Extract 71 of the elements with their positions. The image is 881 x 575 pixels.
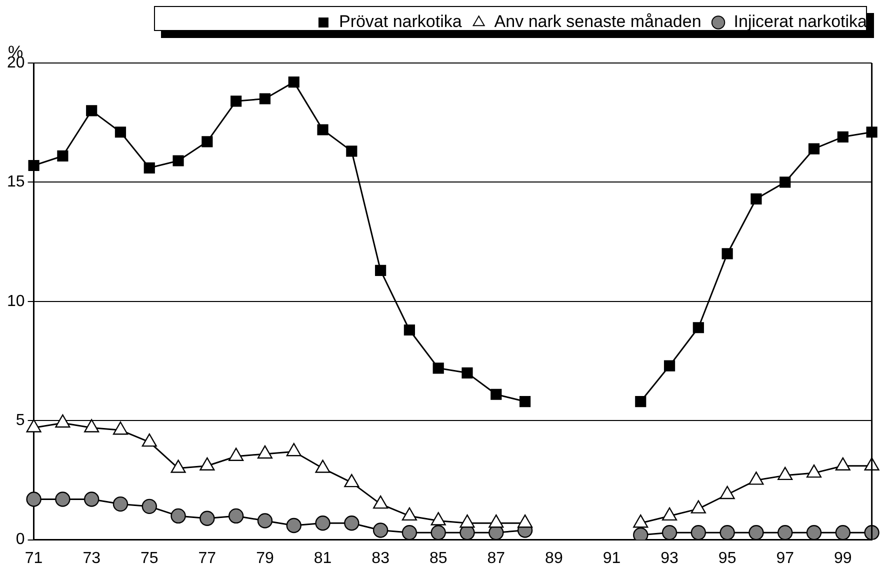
point xyxy=(170,508,186,524)
point xyxy=(750,193,762,204)
point xyxy=(519,396,531,408)
point xyxy=(315,516,330,531)
point xyxy=(662,525,678,540)
point xyxy=(346,146,358,157)
point xyxy=(780,176,791,188)
point xyxy=(86,105,98,116)
point xyxy=(257,513,273,528)
x-tick-label: 95 xyxy=(718,550,736,567)
point xyxy=(202,136,213,148)
point xyxy=(259,93,271,104)
x-tick-label: 91 xyxy=(602,550,621,567)
x-tick-label: 93 xyxy=(660,550,679,567)
point xyxy=(490,388,502,400)
x-tick-label: 83 xyxy=(372,550,390,567)
point xyxy=(664,360,676,372)
point xyxy=(286,518,302,534)
x-tick-label: 89 xyxy=(545,550,563,567)
point xyxy=(837,131,848,142)
point xyxy=(404,324,416,336)
point xyxy=(28,160,40,172)
point xyxy=(112,496,128,512)
point xyxy=(748,525,764,540)
point xyxy=(808,143,820,154)
point xyxy=(402,525,418,540)
x-tick-label: 85 xyxy=(429,550,448,567)
legend-label: Injicerat narkotika xyxy=(734,12,868,32)
x-tick-label: 99 xyxy=(834,550,852,567)
point xyxy=(172,155,184,166)
legend-label: Anv nark senaste månaden xyxy=(494,12,702,32)
x-tick-label: 87 xyxy=(487,550,506,567)
point xyxy=(288,76,300,88)
point xyxy=(835,525,851,540)
point xyxy=(722,248,733,260)
point xyxy=(690,525,706,540)
point xyxy=(230,96,242,107)
point xyxy=(228,508,244,524)
point xyxy=(635,396,646,408)
point xyxy=(778,525,793,540)
point xyxy=(430,525,446,540)
legend-label: Prövat narkotika xyxy=(338,12,462,32)
y-tick-label: 5 xyxy=(16,412,25,430)
point xyxy=(806,525,822,540)
point xyxy=(57,150,68,162)
point xyxy=(84,492,100,507)
point xyxy=(142,498,157,514)
point xyxy=(864,525,880,540)
x-tick-label: 71 xyxy=(24,550,43,567)
point xyxy=(344,516,360,531)
x-tick-label: 73 xyxy=(82,550,101,567)
point xyxy=(720,525,735,540)
y-tick-label: 0 xyxy=(16,531,25,548)
point xyxy=(26,492,42,507)
x-tick-label: 77 xyxy=(198,550,216,567)
point xyxy=(462,367,473,378)
x-tick-label: 97 xyxy=(776,550,794,567)
point xyxy=(200,510,215,526)
point xyxy=(372,522,388,538)
point xyxy=(114,126,126,138)
point xyxy=(375,264,386,276)
point xyxy=(432,362,444,374)
x-tick-label: 81 xyxy=(314,550,332,567)
x-tick-label: 79 xyxy=(256,550,274,567)
y-tick-label: 10 xyxy=(7,292,25,310)
y-tick-label: 15 xyxy=(7,174,25,191)
point xyxy=(144,162,155,174)
point xyxy=(692,322,704,334)
point xyxy=(317,124,328,136)
point xyxy=(55,492,70,507)
x-tick-label: 75 xyxy=(140,550,158,567)
